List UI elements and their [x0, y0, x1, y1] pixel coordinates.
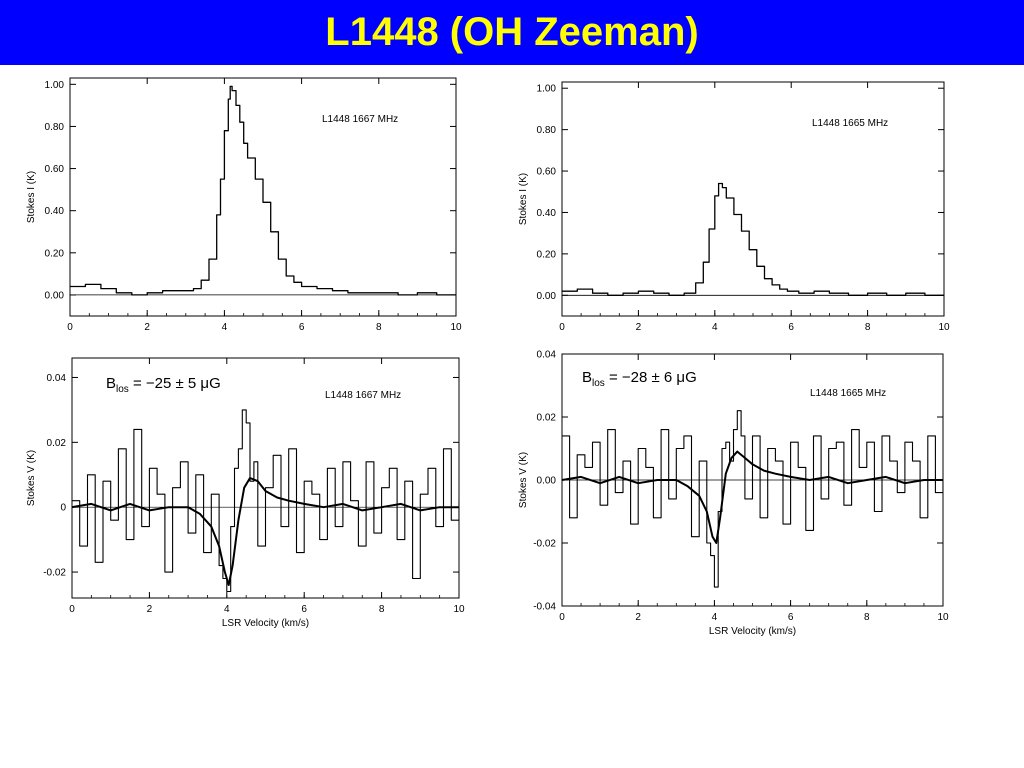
y-tick-label: 0.40 [537, 208, 557, 219]
bfield-value: = −25 ± 5 μG [129, 375, 221, 392]
bfield-annotation: Blos = −25 ± 5 μG [106, 375, 221, 395]
x-tick-label: 10 [938, 322, 950, 333]
page-title: L1448 (OH Zeeman) [325, 10, 699, 54]
y-tick-label: 1.00 [45, 80, 65, 91]
stokes-i-1665-panel: 0 2 4 6 8 10 0.00 0.20 0.40 0.60 0.80 1.00 Stokes I … [518, 81, 950, 333]
panel-label: L1448 1665 MHz [810, 388, 886, 399]
x-tick-label: 2 [636, 322, 642, 333]
x-tick-label: 2 [147, 604, 153, 615]
panel-label: L1448 1667 MHz [325, 390, 401, 401]
bfield-value: = −28 ± 6 μG [605, 369, 697, 386]
x-tick-label: 8 [379, 604, 385, 615]
bfield-subscript: los [592, 378, 605, 389]
y-tick-label: 0.02 [47, 438, 67, 449]
x-tick-label: 4 [224, 604, 230, 615]
x-tick-label: 8 [376, 322, 382, 333]
bfield-prefix: B [106, 375, 116, 392]
title-banner: L1448 (OH Zeeman) [0, 0, 1024, 65]
x-tick-label: 6 [788, 612, 794, 623]
y-tick-label: 1.00 [537, 84, 557, 95]
x-tick-label: 4 [712, 612, 718, 623]
y-tick-label: 0.04 [537, 350, 557, 361]
x-tick-label: 2 [635, 612, 641, 623]
stokes-i-1667-panel: 0 2 4 6 8 10 0.00 0.20 0.40 0.60 0.80 1.00 Stokes I … [26, 77, 462, 333]
bfield-prefix: B [582, 369, 592, 386]
x-tick-label: 8 [864, 612, 870, 623]
series-model [562, 450, 943, 544]
x-axis-label: LSR Velocity (km/s) [709, 626, 796, 637]
x-tick-label: 6 [788, 322, 794, 333]
y-tick-label: 0.00 [537, 476, 557, 487]
y-tick-label: -0.04 [533, 602, 556, 613]
series-model [72, 477, 459, 586]
y-tick-label: 0.80 [537, 125, 557, 136]
y-tick-label: 0.02 [537, 413, 557, 424]
y-tick-label: 0.04 [47, 373, 67, 384]
y-axis-label: Stokes V (K) [518, 452, 529, 508]
x-tick-label: 8 [865, 322, 871, 333]
x-tick-label: 0 [559, 612, 565, 623]
x-tick-label: 2 [144, 322, 150, 333]
y-tick-label: -0.02 [533, 539, 556, 550]
x-tick-label: 10 [453, 604, 465, 615]
series-stokes-I [562, 182, 944, 296]
panel-label: L1448 1665 MHz [812, 118, 888, 129]
x-tick-label: 0 [559, 322, 565, 333]
y-tick-label: 0.00 [45, 290, 65, 301]
panel-label: L1448 1667 MHz [322, 114, 398, 125]
y-tick-label: 0.60 [537, 167, 557, 178]
y-tick-label: 0.20 [45, 248, 65, 259]
y-axis-label: Stokes I (K) [518, 173, 529, 225]
y-tick-label: -0.02 [43, 568, 66, 579]
y-axis-label: Stokes V (K) [26, 450, 37, 506]
y-tick-label: 0.60 [45, 164, 65, 175]
y-tick-label: 0 [60, 503, 66, 514]
series-stokes-I [70, 85, 456, 296]
x-tick-label: 0 [69, 604, 75, 615]
series-stokes-V [72, 409, 459, 593]
x-tick-label: 0 [67, 322, 73, 333]
series-stokes-V [562, 410, 943, 588]
bfield-subscript: los [116, 384, 129, 395]
x-tick-label: 4 [222, 322, 228, 333]
x-tick-label: 10 [937, 612, 949, 623]
x-axis-label: LSR Velocity (km/s) [222, 618, 309, 629]
y-tick-label: 0.00 [537, 291, 557, 302]
y-axis-label: Stokes I (K) [26, 171, 37, 223]
y-tick-label: 0.40 [45, 206, 65, 217]
stokes-v-1667-panel: 0 2 4 6 8 10 -0.02 0 0.02 0.04 Stokes V (K) LSR Vel… [26, 357, 465, 629]
x-tick-label: 10 [450, 322, 462, 333]
y-tick-label: 0.80 [45, 122, 65, 133]
x-tick-label: 4 [712, 322, 718, 333]
x-tick-label: 6 [301, 604, 307, 615]
stokes-v-1665-panel: 0 2 4 6 8 10 -0.04 -0.02 0.00 0.02 0.04 Stokes V (K… [518, 350, 949, 638]
y-tick-label: 0.20 [537, 249, 557, 260]
bfield-annotation: Blos = −28 ± 6 μG [582, 369, 697, 389]
x-tick-label: 6 [299, 322, 305, 333]
